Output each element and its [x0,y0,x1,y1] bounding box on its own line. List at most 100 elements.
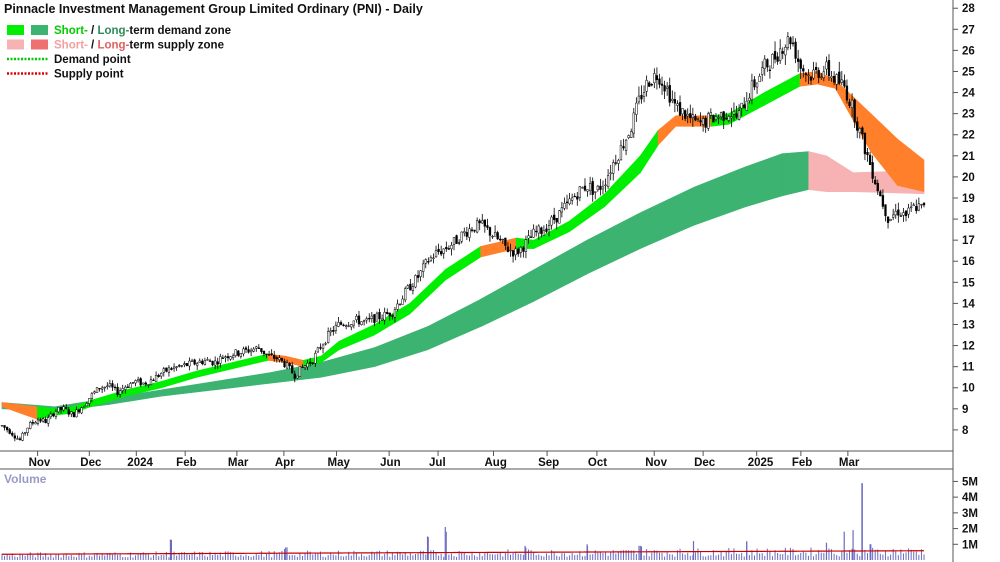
candle-body [653,73,656,84]
x-tick-label: May [328,457,351,469]
candle-body [126,386,129,388]
candle-body [416,275,420,278]
volume-tick-label: 2M [962,524,978,536]
candle-body [563,203,566,209]
legend-entry-part: term demand zone [129,25,231,37]
candle-body [725,117,728,120]
candle-body [422,263,425,272]
candle-body [216,361,219,365]
candle-body [750,80,754,101]
candle-body [735,113,738,118]
y-tick-label: 13 [962,319,975,331]
long-term-zone-segment [480,269,535,328]
legend-entry: Demand point [54,54,131,66]
candle-body [899,215,903,217]
candle-body [743,104,746,109]
candle-body [21,432,24,441]
candle-body [380,318,384,321]
candle-body [825,61,828,70]
candle-body [886,216,890,223]
y-tick-label: 25 [962,66,975,78]
candle-body [255,346,258,349]
candle-body [807,74,810,76]
candle-body [440,251,443,255]
candle-body [822,71,825,79]
candle-body [393,309,397,318]
candle-body [193,359,196,365]
candle-body [332,330,335,332]
candle-body [594,191,597,193]
candle-body [588,183,592,191]
candle-body [912,204,915,207]
candle-body [344,325,348,327]
candle-body [337,322,340,327]
legend-entry-part: Short- [54,40,88,52]
candle-body [578,186,582,198]
candle-body [342,324,345,326]
long-term-zone-segment [640,186,694,250]
y-tick-label: 19 [962,193,975,205]
candle-body [866,152,869,155]
time-axis: Nov Dec 2024 Feb Mar Apr May Jun Jul Aug Sep Oct Nov… [29,451,860,469]
volume-tick-label: 5M [962,476,978,488]
volume-label: Volume [4,472,47,486]
x-tick-label: Feb [176,457,196,469]
candle-body [499,238,502,241]
candle-body [260,348,263,352]
candle-body [576,196,579,200]
legend-entry-part: / [88,25,98,37]
candle-body [545,228,548,232]
candle-body [481,220,484,224]
candle-body [681,108,684,115]
long-term-zone-segment [746,153,783,207]
candle-body [766,59,769,68]
candle-body [820,76,823,78]
candle-body [691,114,695,118]
y-tick-label: 21 [962,151,975,163]
candle-body [321,344,325,349]
candle-body [565,201,569,203]
candle-body [773,51,777,60]
volume-tick-label: 4M [962,492,978,504]
candle-body [329,330,332,333]
candle-body [609,172,612,175]
long-term-zone-segment [533,239,588,302]
candle-body [70,411,73,415]
candle-body [44,418,47,424]
long-term-zone-segment [808,151,827,192]
candle-body [334,324,338,331]
candle-body [144,382,147,385]
candle-body [658,78,661,85]
candle-body [406,285,409,289]
candle-body [881,195,885,207]
candle-body [142,382,145,385]
candle-body [645,80,648,92]
x-tick-label: Mar [228,457,249,469]
candle-body [131,382,135,384]
candle-body [491,236,494,238]
volume-average-line [1,550,925,555]
candle-body [85,403,88,407]
y-tick-label: 22 [962,130,975,142]
candle-body [889,218,892,221]
short-term-zone-segment [285,355,304,368]
y-tick-label: 17 [962,235,975,247]
candle-body [265,353,268,355]
candle-body [856,121,859,131]
candle-body [190,360,194,362]
candle-body [172,366,176,369]
candle-body [840,79,843,83]
legend-entry-part: Long- [97,40,129,52]
candle-body [5,427,9,431]
candle-body [784,47,787,56]
candle-body [252,348,255,352]
candle-body [445,247,448,250]
candle-body [23,432,27,434]
y-tick-label: 16 [962,256,975,268]
candle-body [391,315,394,317]
candle-body [519,246,522,253]
candle-body [755,82,759,88]
candle-body [411,286,415,291]
short-term-zone-segment [604,155,641,208]
